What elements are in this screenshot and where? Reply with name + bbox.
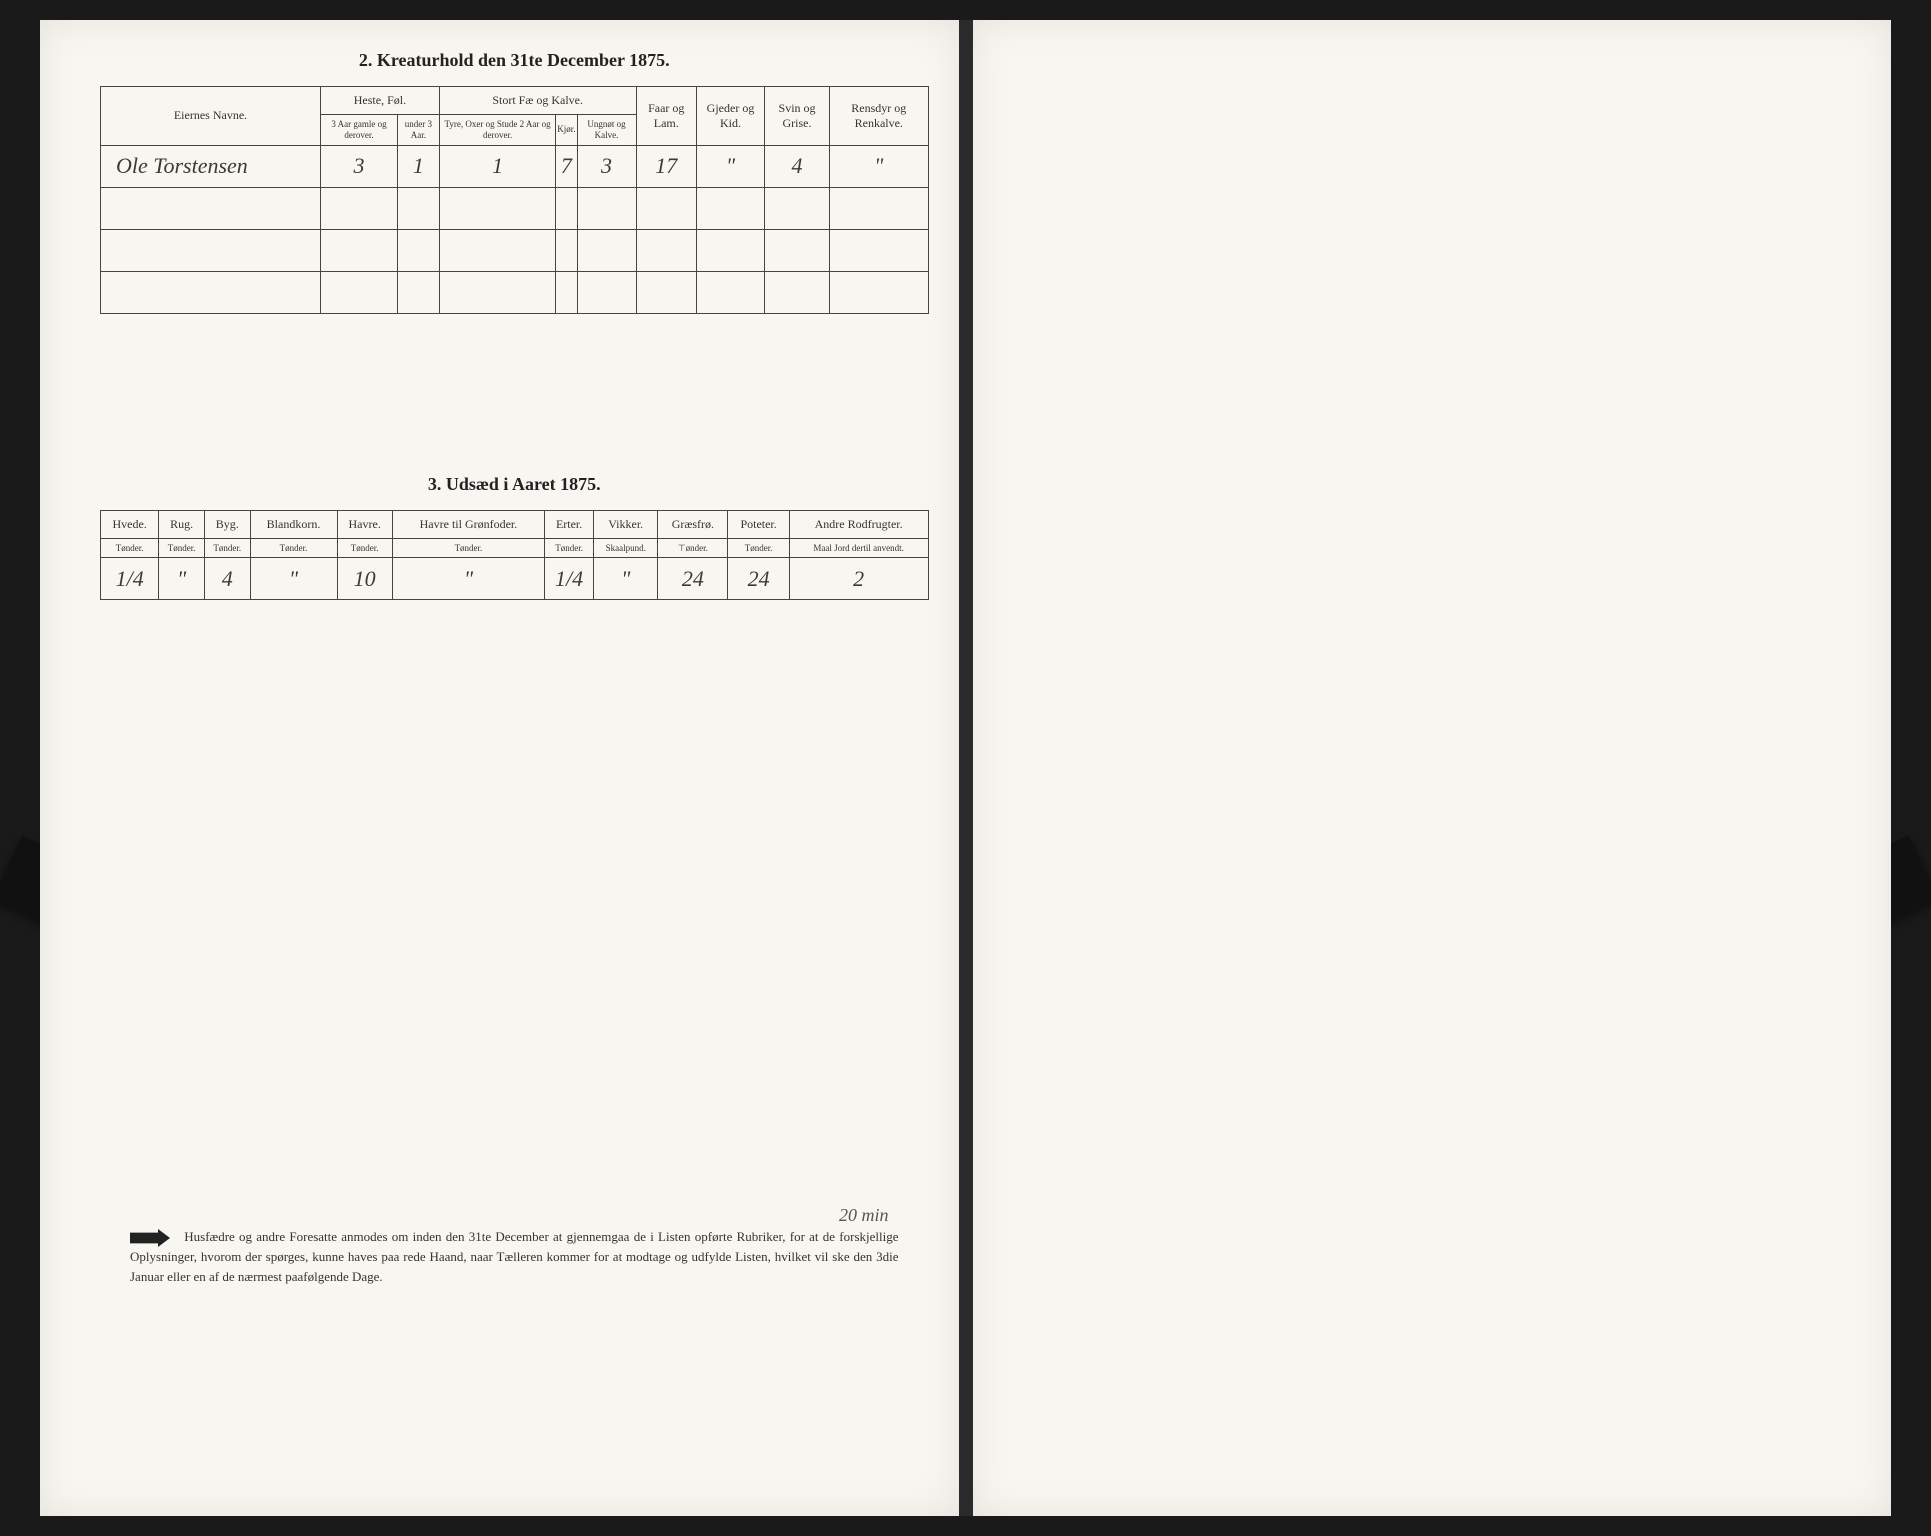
col-stortfae: Stort Fæ og Kalve. [439, 87, 636, 115]
cell: 4 [204, 558, 250, 600]
right-page [967, 20, 1892, 1516]
footer-text: Husfædre og andre Foresatte anmodes om i… [130, 1229, 899, 1284]
unit: Tønder. [250, 538, 337, 558]
unit: Tønder. [204, 538, 250, 558]
unit: Tønder. [159, 538, 205, 558]
cell: 24 [658, 558, 728, 600]
unit: Tønder. [728, 538, 789, 558]
cell: " [697, 145, 765, 187]
owner-name: Ole Torstensen [101, 145, 321, 187]
section-kreaturhold: 2. Kreaturhold den 31te December 1875. E… [100, 50, 929, 314]
section3-title: 3. Udsæd i Aaret 1875. [100, 474, 929, 495]
col-havre: Havre. [337, 510, 392, 538]
table-row: Ole Torstensen 3 1 1 7 3 17 " 4 " [101, 145, 929, 187]
cell: 3 [321, 145, 398, 187]
col-graesfro: Græsfrø. [658, 510, 728, 538]
col-vikker: Vikker. [594, 510, 658, 538]
cell: " [830, 145, 928, 187]
unit: Tønder. [392, 538, 544, 558]
col-andre: Andre Rodfrugter. [789, 510, 928, 538]
cell: 3 [577, 145, 636, 187]
cell: 1 [439, 145, 555, 187]
unit: Tønder. [337, 538, 392, 558]
col-fae-b: Kjør. [556, 115, 577, 146]
cell: 7 [556, 145, 577, 187]
col-hvede: Hvede. [101, 510, 159, 538]
cell: " [392, 558, 544, 600]
cell: 4 [764, 145, 829, 187]
col-byg: Byg. [204, 510, 250, 538]
col-erter: Erter. [545, 510, 594, 538]
footer-instruction: Husfædre og andre Foresatte anmodes om i… [130, 1227, 899, 1286]
book-spread: 2. Kreaturhold den 31te December 1875. E… [40, 20, 1891, 1516]
cell: 1/4 [545, 558, 594, 600]
unit: Skaalpund. [594, 538, 658, 558]
section-udsaed: 3. Udsæd i Aaret 1875. Hvede. Rug. Byg. … [100, 474, 929, 601]
col-rensdyr: Rensdyr og Renkalve. [830, 87, 928, 146]
unit: ⊤ønder. [658, 538, 728, 558]
table-udsaed: Hvede. Rug. Byg. Blandkorn. Havre. Havre… [100, 510, 929, 601]
cell: 1/4 [101, 558, 159, 600]
col-poteter: Poteter. [728, 510, 789, 538]
cell: " [250, 558, 337, 600]
cell: " [594, 558, 658, 600]
col-faar: Faar og Lam. [636, 87, 697, 146]
cell: 24 [728, 558, 789, 600]
col-svin: Svin og Grise. [764, 87, 829, 146]
col-heste-a: 3 Aar gamle og derover. [321, 115, 398, 146]
cell: 2 [789, 558, 928, 600]
col-heste-b: under 3 Aar. [397, 115, 439, 146]
handwritten-margin-note: 20 min [839, 1205, 889, 1226]
unit: Tønder. [545, 538, 594, 558]
cell: " [159, 558, 205, 600]
col-name: Eiernes Navne. [101, 87, 321, 146]
cell: 1 [397, 145, 439, 187]
col-havre-gron: Havre til Grønfoder. [392, 510, 544, 538]
cell: 10 [337, 558, 392, 600]
col-blandkorn: Blandkorn. [250, 510, 337, 538]
cell: 17 [636, 145, 697, 187]
col-heste: Heste, Føl. [321, 87, 440, 115]
pointing-hand-icon [130, 1229, 170, 1247]
left-page: 2. Kreaturhold den 31te December 1875. E… [40, 20, 967, 1516]
col-fae-a: Tyre, Oxer og Stude 2 Aar og derover. [439, 115, 555, 146]
col-rug: Rug. [159, 510, 205, 538]
col-fae-c: Ungnøt og Kalve. [577, 115, 636, 146]
table-row: 1/4 " 4 " 10 " 1/4 " 24 24 2 [101, 558, 929, 600]
section2-title: 2. Kreaturhold den 31te December 1875. [100, 50, 929, 71]
table-row [101, 187, 929, 229]
unit: Tønder. [101, 538, 159, 558]
table-kreaturhold: Eiernes Navne. Heste, Føl. Stort Fæ og K… [100, 86, 929, 314]
table-row [101, 229, 929, 271]
unit: Maal Jord dertil anvendt. [789, 538, 928, 558]
table-row [101, 271, 929, 313]
col-gjeder: Gjeder og Kid. [697, 87, 765, 146]
